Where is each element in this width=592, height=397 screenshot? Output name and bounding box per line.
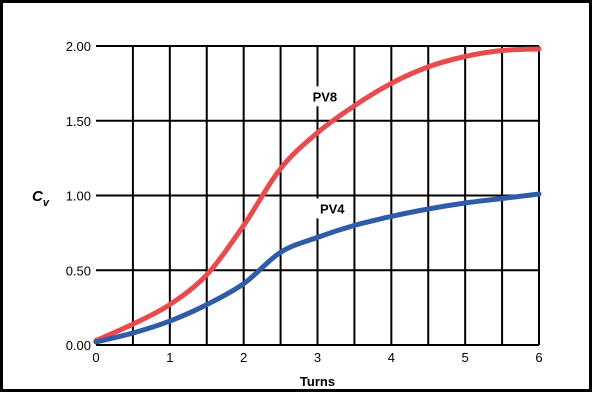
y-axis-title-subscript: v [43, 197, 50, 209]
x-tick-label: 4 [388, 350, 395, 365]
axis-layer: 0 1 2 3 4 5 6 0.00 0.50 1.00 1.50 2.00 Turns Cv [32, 39, 543, 389]
label-layer: PV8 PV4 [304, 86, 353, 219]
y-tick-label: 1.50 [66, 114, 91, 129]
x-tick-label: 5 [462, 350, 469, 365]
y-tick-label: 0.50 [66, 263, 91, 278]
series-label-pv4: PV4 [320, 201, 345, 216]
series-label-background [312, 198, 353, 219]
y-tick-label: 0.00 [66, 338, 91, 353]
x-tick-label: 3 [314, 350, 321, 365]
y-axis-title-main: C [32, 188, 44, 205]
y-tick-label: 2.00 [66, 39, 91, 54]
x-axis-title: Turns [300, 374, 335, 389]
series-line-pv4 [93, 191, 542, 345]
x-tick-label: 0 [92, 350, 99, 365]
y-axis-title: Cv [32, 188, 50, 209]
series-label-pv8: PV8 [313, 89, 338, 104]
grid-layer [96, 45, 540, 346]
series-layer [93, 46, 542, 345]
x-tick-label: 2 [240, 350, 247, 365]
series-label-background [304, 86, 345, 107]
x-tick-label: 6 [535, 350, 542, 365]
series-line-pv8 [93, 46, 542, 343]
x-tick-label: 1 [166, 350, 173, 365]
y-tick-label: 1.00 [66, 189, 91, 204]
